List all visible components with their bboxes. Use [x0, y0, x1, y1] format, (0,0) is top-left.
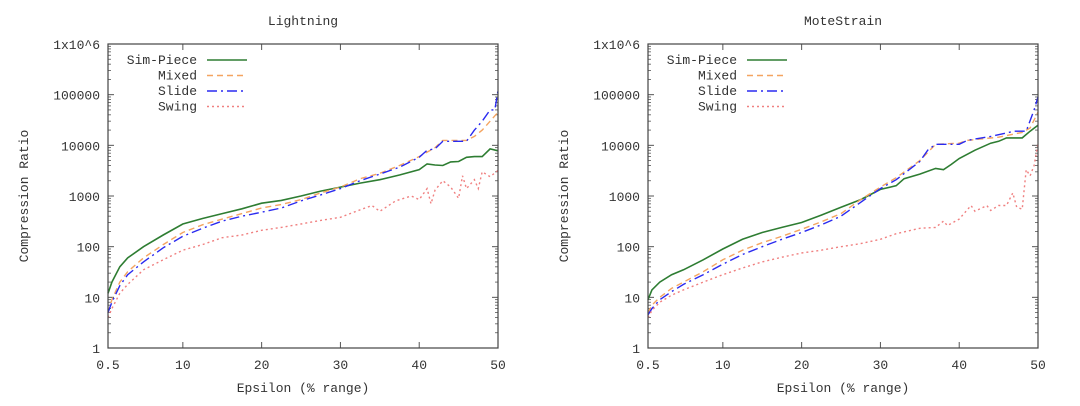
y-tick-label: 100000	[53, 89, 100, 104]
x-tick-label: 40	[411, 358, 427, 373]
y-tick-label: 1000	[69, 190, 100, 205]
motestrain-chart: MoteStrain Epsilon (% range) Compression R…	[557, 14, 1046, 396]
legend-label: Slide	[698, 84, 737, 99]
y-tick-label: 10000	[601, 139, 640, 154]
plot-frame	[647, 43, 1039, 349]
x-tick-label: 0.5	[96, 358, 119, 373]
x-tick-label: 0.5	[636, 358, 659, 373]
plot-frame	[107, 43, 499, 349]
y-tick-label: 1	[632, 342, 640, 357]
legend-label: Swing	[698, 100, 737, 115]
legend-label: Slide	[158, 84, 197, 99]
chart-title: MoteStrain	[804, 14, 882, 29]
legend-label: Mixed	[698, 69, 737, 84]
x-tick-label: 50	[490, 358, 506, 373]
y-tick-label: 1x10^6	[53, 38, 100, 53]
chart-title: Lightning	[268, 14, 338, 29]
y-axis-label: Compression Ratio	[557, 130, 572, 263]
x-tick-label: 40	[951, 358, 967, 373]
x-tick-label: 30	[333, 358, 349, 373]
y-tick-label: 100000	[593, 89, 640, 104]
series-line-slide	[107, 90, 499, 313]
x-tick-label: 10	[715, 358, 731, 373]
y-tick-label: 100	[77, 241, 100, 256]
x-tick-label: 50	[1030, 358, 1046, 373]
y-tick-label: 10	[624, 291, 640, 306]
legend-label: Swing	[158, 100, 197, 115]
lightning-chart: Lightning Epsilon (% range) Compression Ra…	[17, 14, 506, 396]
y-tick-label: 10000	[61, 139, 100, 154]
series-line-swing	[647, 143, 1039, 318]
y-tick-label: 10	[84, 291, 100, 306]
series-line-mixed	[647, 111, 1039, 313]
y-axis-label: Compression Ratio	[17, 130, 32, 263]
x-tick-label: 20	[254, 358, 270, 373]
x-axis-label: Epsilon (% range)	[777, 381, 910, 396]
y-tick-label: 1000	[609, 190, 640, 205]
series-line-mixed	[107, 111, 499, 313]
series-line-sim-piece	[107, 148, 499, 294]
legend-label: Sim-Piece	[127, 53, 197, 68]
y-tick-label: 1	[92, 342, 100, 357]
series-line-swing	[107, 169, 499, 318]
x-tick-label: 30	[873, 358, 889, 373]
legend-label: Mixed	[158, 69, 197, 84]
y-tick-label: 100	[617, 241, 640, 256]
x-axis-label: Epsilon (% range)	[237, 381, 370, 396]
legend-label: Sim-Piece	[667, 53, 737, 68]
y-tick-label: 1x10^6	[593, 38, 640, 53]
x-tick-label: 10	[175, 358, 191, 373]
x-tick-label: 20	[794, 358, 810, 373]
